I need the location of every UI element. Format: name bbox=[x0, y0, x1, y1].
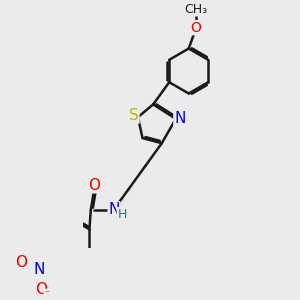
Text: ⁻: ⁻ bbox=[44, 289, 49, 299]
Text: S: S bbox=[129, 108, 139, 123]
Text: O: O bbox=[190, 21, 201, 35]
Text: N: N bbox=[174, 111, 185, 126]
Text: CH₃: CH₃ bbox=[184, 3, 207, 16]
Text: O: O bbox=[35, 282, 47, 297]
Text: H: H bbox=[117, 208, 127, 221]
Text: N: N bbox=[34, 262, 45, 277]
Text: O: O bbox=[15, 256, 27, 271]
Text: N: N bbox=[108, 202, 120, 217]
Text: O: O bbox=[88, 178, 100, 193]
